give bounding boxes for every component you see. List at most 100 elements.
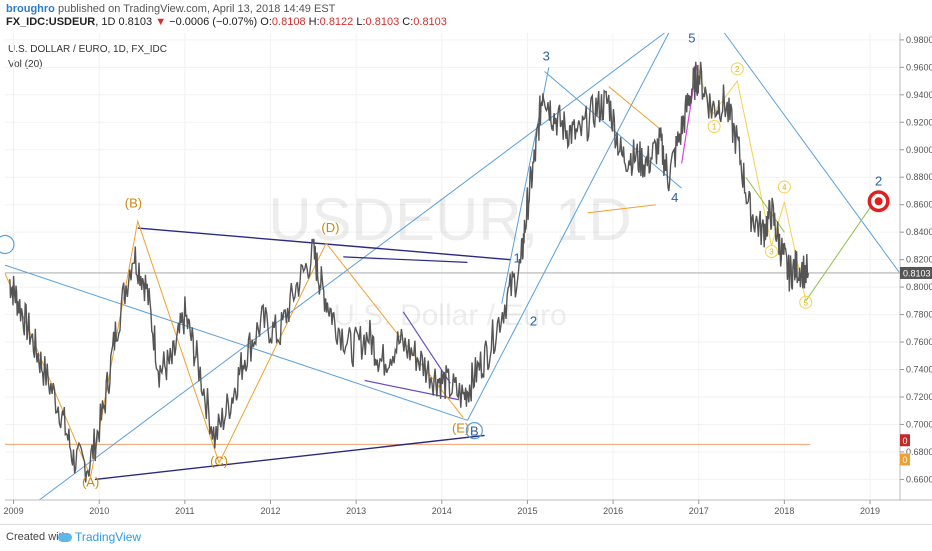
wave-label-ring [707, 120, 721, 134]
x-tick-label: 2017 [689, 506, 709, 516]
tradingview-logo[interactable]: TradingView [58, 530, 141, 544]
wave-label-ring [777, 180, 791, 194]
last-price-tag [900, 266, 932, 279]
y-tick-label: 0.9600 [906, 62, 932, 72]
interval: 1D [101, 16, 116, 28]
close-value: 0.8103 [413, 16, 447, 28]
wave-label: (E) [452, 421, 469, 436]
y-tick-label: 0.9400 [906, 90, 932, 100]
x-tick-label: 2013 [346, 506, 366, 516]
wave-label: 5 [688, 31, 695, 46]
x-tick-label: 2015 [517, 506, 537, 516]
open-label: O: [260, 16, 272, 28]
wave-label: (B) [125, 195, 142, 210]
side-tag [900, 453, 910, 466]
side-tag-label: 0 [903, 455, 908, 465]
wave-line [608, 86, 661, 130]
trend-line [4, 264, 468, 421]
legend-indicator[interactable]: Vol (20) [8, 59, 43, 70]
sub-wave-label: 3 [769, 248, 774, 257]
high-label: H: [308, 16, 320, 28]
x-tick-label: 2016 [603, 506, 623, 516]
last-value: 0.8103 [118, 16, 153, 28]
y-tick-label: 0.8400 [906, 227, 932, 237]
wave-label: 3 [543, 48, 550, 63]
x-tick-label: 2012 [260, 506, 280, 516]
y-tick-label: 0.6800 [906, 447, 932, 457]
wave-label: 2 [530, 314, 537, 329]
legend-title: U.S. DOLLAR / EURO, 1D, FX_IDC [8, 44, 167, 55]
y-tick-label: 0.9000 [906, 145, 932, 155]
price-series [8, 61, 810, 483]
created-with-text: Created with [6, 531, 68, 543]
cloud-icon [58, 533, 72, 542]
y-tick-label: 0.6600 [906, 474, 932, 484]
x-tick-label: 2011 [175, 506, 194, 516]
axes: 0.9800 0.9600 0.9400 0.9200 0.9000 0.8800 0.86… [4, 33, 932, 516]
wave-line [587, 204, 656, 214]
y-tick-label: 0.9800 [906, 35, 932, 45]
y-tick-label: 0.7600 [906, 337, 932, 347]
x-tick-label: 2018 [774, 506, 794, 516]
trend-line [467, 32, 670, 421]
y-tick-label: 0.8600 [906, 200, 932, 210]
price-chart[interactable]: USDEUR, 1D U.S. Dollar / Euro (A)(B)(C)(… [0, 30, 932, 518]
target-icon-center [874, 197, 883, 206]
wave-label: (A) [82, 474, 99, 489]
wave-label: B [470, 423, 479, 438]
triangle-line [137, 227, 511, 261]
x-tick-label: 2019 [860, 506, 880, 516]
wave-label: (D) [321, 220, 339, 235]
wedge-line [402, 311, 451, 384]
wave-label-ring [730, 62, 744, 76]
watermark-symbol: USDEUR, 1D [268, 186, 631, 253]
projection-line [805, 197, 878, 302]
chart-header: broughro published on TradingView.com, A… [0, 0, 932, 30]
y-tick-label: 0.7200 [906, 392, 932, 402]
grid [5, 33, 900, 500]
y-tick-label: 0.8000 [906, 282, 932, 292]
wave-label: 4 [671, 190, 678, 205]
drawings [4, 32, 901, 501]
publish-text: published on TradingView.com, April 13, … [57, 3, 336, 15]
sub-wave-label: 4 [782, 183, 787, 192]
close-label: C: [402, 16, 414, 28]
trend-line [38, 32, 665, 501]
wave-label: 1 [514, 250, 521, 265]
tradingview-brand: TradingView [75, 530, 142, 544]
footer: Created with TradingView [0, 524, 932, 551]
wave-label-ring [765, 245, 779, 259]
side-tag-label: 0 [903, 436, 908, 446]
quote-line: FX_IDC:USDEUR, 1D 0.8103 ▼ −0.0006 (−0.0… [6, 16, 447, 28]
x-tick-label: 2010 [89, 506, 109, 516]
left-edge-circle [0, 234, 15, 255]
symbol[interactable]: FX_IDC:USDEUR [6, 16, 96, 28]
side-tag [900, 434, 910, 447]
x-tick-label: 2009 [4, 506, 24, 516]
publish-info: broughro published on TradingView.com, A… [6, 3, 335, 15]
y-tick-label: 0.8200 [906, 255, 932, 265]
wave-b-circle [465, 422, 483, 440]
wave-label: (C) [210, 454, 228, 469]
y-tick-label: 0.7800 [906, 310, 932, 320]
trend-line [724, 32, 901, 274]
open-value: 0.8108 [271, 16, 306, 28]
wave-label-ring [799, 295, 813, 309]
triangle-line [343, 256, 468, 263]
chart-legend: U.S. DOLLAR / EURO, 1D, FX_IDC Vol (20) [8, 44, 167, 74]
last-price-label: 0.8103 [903, 268, 931, 278]
wave-label: 2 [875, 173, 882, 188]
triangle-line [94, 434, 485, 481]
wedge-line [364, 379, 460, 401]
sub-wave-label: 5 [804, 298, 809, 307]
low-label: L: [356, 16, 366, 28]
y-tick-label: 0.9200 [906, 117, 932, 127]
sub-wave-label: 2 [735, 65, 740, 74]
change-arrow-icon: ▼ [155, 16, 167, 28]
author-link[interactable]: broughro [6, 3, 55, 15]
change-value: −0.0006 (−0.07%) [169, 16, 258, 28]
x-tick-label: 2014 [432, 506, 452, 516]
low-value: 0.8103 [365, 16, 400, 28]
y-tick-label: 0.7000 [906, 419, 932, 429]
y-tick-label: 0.8800 [906, 172, 932, 182]
